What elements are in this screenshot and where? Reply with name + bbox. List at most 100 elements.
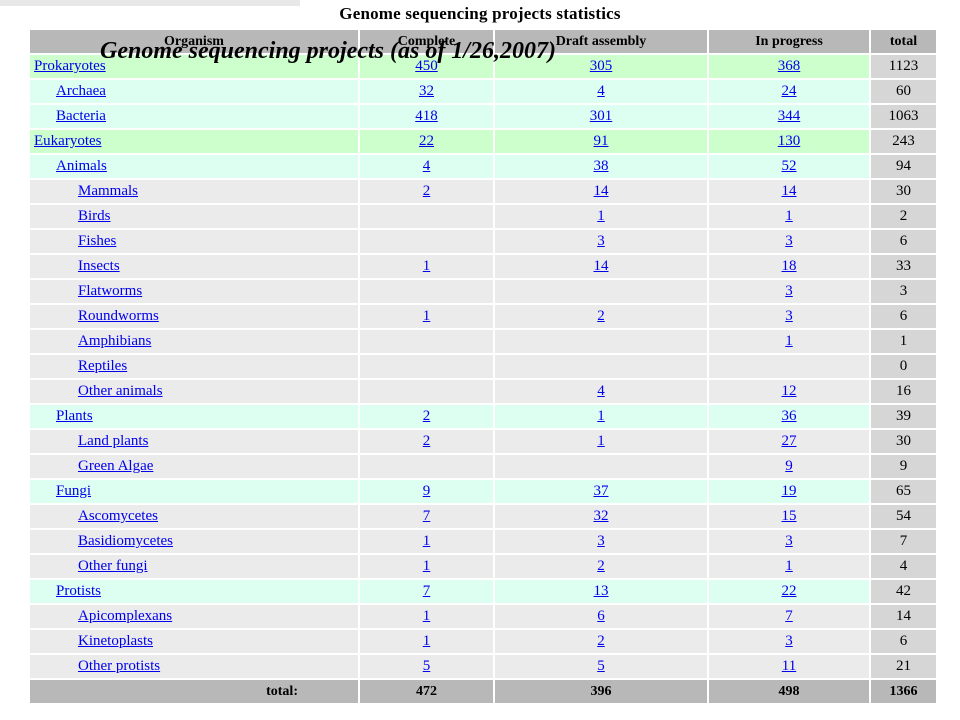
draft-assembly-link[interactable]: 305 [589, 58, 613, 74]
organism-link[interactable]: Green Algae [78, 458, 154, 474]
in-progress-link[interactable]: 36 [781, 408, 797, 424]
complete-link[interactable]: 418 [415, 108, 438, 124]
draft-assembly-link[interactable]: 1 [597, 208, 605, 224]
complete-cell: 1 [360, 305, 493, 328]
organism-link[interactable]: Kinetoplasts [78, 633, 153, 649]
in-progress-link[interactable]: 3 [785, 633, 793, 649]
complete-link[interactable]: 2 [422, 183, 431, 199]
in-progress-link[interactable]: 344 [777, 108, 801, 124]
complete-link[interactable]: 2 [422, 433, 431, 449]
in-progress-link[interactable]: 7 [785, 608, 793, 624]
overlay-title: Genome sequencing projects (as of 1/26,2… [100, 38, 556, 64]
in-progress-link[interactable]: 11 [781, 658, 797, 674]
organism-link[interactable]: Ascomycetes [78, 508, 158, 524]
totals-total: 1366 [871, 680, 936, 703]
in-progress-link[interactable]: 12 [781, 383, 797, 399]
draft-assembly-cell: 14 [495, 255, 707, 278]
in-progress-link[interactable]: 27 [781, 433, 797, 449]
draft-assembly-link[interactable]: 5 [597, 658, 605, 674]
draft-assembly-link[interactable]: 1 [597, 408, 605, 424]
draft-assembly-link[interactable]: 14 [593, 183, 609, 199]
organism-link[interactable]: Plants [56, 408, 93, 424]
in-progress-link[interactable]: 9 [785, 458, 793, 474]
draft-assembly-link[interactable]: 38 [593, 158, 609, 174]
organism-link[interactable]: Eukaryotes [34, 133, 102, 149]
organism-link[interactable]: Fungi [56, 483, 92, 499]
complete-link[interactable]: 1 [422, 558, 431, 574]
complete-link[interactable]: 1 [422, 608, 431, 624]
in-progress-link[interactable]: 130 [777, 133, 801, 149]
draft-assembly-link[interactable]: 2 [597, 633, 605, 649]
complete-link[interactable]: 22 [419, 133, 434, 149]
draft-assembly-link[interactable]: 4 [597, 383, 605, 399]
complete-link[interactable]: 1 [422, 308, 431, 324]
table-row: Apicomplexans 1 6 7 14 [30, 605, 936, 628]
draft-assembly-link[interactable]: 91 [593, 133, 609, 149]
organism-link[interactable]: Fishes [78, 233, 117, 249]
draft-assembly-link[interactable]: 3 [597, 233, 605, 249]
organism-link[interactable]: Archaea [56, 83, 106, 99]
draft-assembly-link[interactable]: 3 [597, 533, 605, 549]
draft-assembly-link[interactable]: 2 [597, 558, 605, 574]
organism-link[interactable]: Birds [78, 208, 111, 224]
organism-link[interactable]: Other fungi [78, 558, 148, 574]
organism-link[interactable]: Other protists [78, 658, 161, 674]
draft-assembly-link[interactable]: 14 [593, 258, 609, 274]
complete-link[interactable]: 5 [422, 658, 431, 674]
in-progress-link[interactable]: 15 [781, 508, 797, 524]
organism-link[interactable]: Apicomplexans [78, 608, 173, 624]
organism-link[interactable]: Prokaryotes [34, 58, 106, 74]
total-cell: 42 [871, 580, 936, 603]
organism-link[interactable]: Animals [56, 158, 107, 174]
complete-link[interactable]: 1 [422, 258, 431, 274]
draft-assembly-link[interactable]: 1 [597, 433, 605, 449]
organism-link[interactable]: Other animals [78, 383, 163, 399]
draft-assembly-link[interactable]: 13 [593, 583, 609, 599]
organism-link[interactable]: Roundworms [78, 308, 159, 324]
in-progress-link[interactable]: 19 [781, 483, 797, 499]
complete-link[interactable]: 1 [422, 533, 431, 549]
organism-link[interactable]: Land plants [78, 433, 149, 449]
in-progress-link[interactable]: 3 [785, 533, 793, 549]
organism-link[interactable]: Basidiomycetes [78, 533, 173, 549]
complete-link[interactable]: 450 [415, 58, 438, 74]
in-progress-link[interactable]: 3 [785, 233, 793, 249]
in-progress-link[interactable]: 52 [781, 158, 797, 174]
organism-link[interactable]: Reptiles [78, 358, 128, 374]
complete-cell: 5 [360, 655, 493, 678]
in-progress-cell: 27 [709, 430, 869, 453]
complete-link[interactable]: 7 [422, 508, 431, 524]
draft-assembly-link[interactable]: 37 [593, 483, 609, 499]
in-progress-link[interactable]: 368 [777, 58, 801, 74]
complete-link[interactable]: 32 [419, 83, 434, 99]
total-cell: 6 [871, 230, 936, 253]
draft-assembly-link[interactable]: 2 [597, 308, 605, 324]
organism-link[interactable]: Mammals [78, 183, 138, 199]
draft-assembly-link[interactable]: 6 [597, 608, 605, 624]
organism-link[interactable]: Flatworms [78, 283, 143, 299]
complete-link[interactable]: 7 [422, 583, 431, 599]
complete-link[interactable]: 1 [422, 633, 431, 649]
organism-link[interactable]: Amphibians [78, 333, 152, 349]
in-progress-link[interactable]: 1 [785, 333, 793, 349]
draft-assembly-link[interactable]: 4 [597, 83, 605, 99]
table-row: Insects 1 14 18 33 [30, 255, 936, 278]
draft-assembly-link[interactable]: 301 [589, 108, 613, 124]
complete-link[interactable]: 9 [422, 483, 431, 499]
in-progress-link[interactable]: 1 [785, 558, 793, 574]
organism-link[interactable]: Insects [78, 258, 120, 274]
in-progress-link[interactable]: 14 [781, 183, 797, 199]
draft-assembly-cell: 1 [495, 430, 707, 453]
in-progress-link[interactable]: 24 [781, 83, 797, 99]
organism-link[interactable]: Protists [56, 583, 102, 599]
in-progress-cell: 368 [709, 55, 869, 78]
in-progress-link[interactable]: 18 [781, 258, 797, 274]
complete-link[interactable]: 2 [422, 408, 431, 424]
complete-link[interactable]: 4 [422, 158, 431, 174]
in-progress-link[interactable]: 3 [785, 283, 793, 299]
organism-link[interactable]: Bacteria [56, 108, 106, 124]
in-progress-link[interactable]: 3 [785, 308, 793, 324]
in-progress-link[interactable]: 1 [785, 208, 793, 224]
in-progress-link[interactable]: 22 [781, 583, 797, 599]
draft-assembly-link[interactable]: 32 [593, 508, 609, 524]
